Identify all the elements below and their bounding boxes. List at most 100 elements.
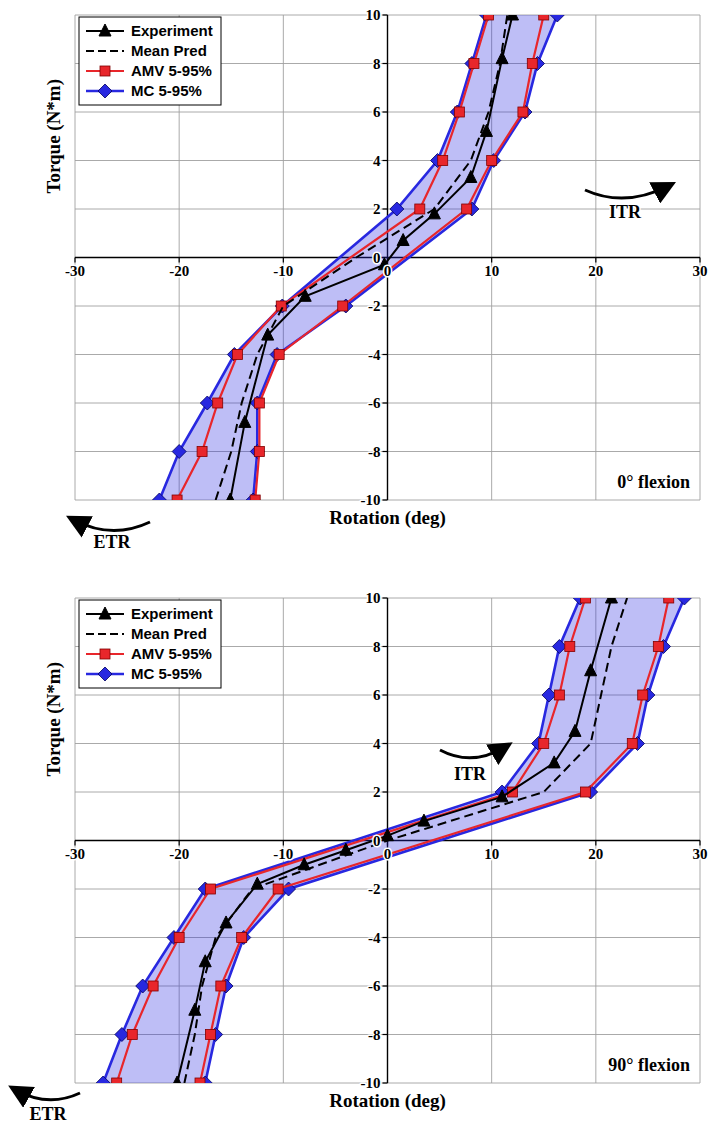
grid-line [491, 598, 492, 1083]
y-tick-label: 0 [373, 833, 381, 849]
marker [127, 1030, 137, 1040]
marker [580, 598, 590, 603]
x-tick-label: -10 [273, 263, 293, 279]
tick-labels: -30-20-100102030-10-8-6-4-20246810 [65, 590, 708, 1091]
annotation: ETR [29, 1104, 67, 1124]
y-tick-label: -2 [368, 881, 381, 897]
marker [469, 59, 479, 69]
legend-marker [99, 607, 111, 619]
y-tick-label: -10 [361, 1075, 381, 1091]
annotation: 90° flexion [608, 1055, 690, 1075]
marker [148, 981, 158, 991]
marker [213, 398, 223, 408]
y-axis-title: Torque (N*m) [43, 662, 65, 777]
x-tick-label: -30 [65, 846, 85, 862]
marker [171, 1076, 183, 1083]
marker [246, 493, 260, 500]
y-tick [383, 499, 388, 500]
y-tick [383, 1082, 388, 1083]
marker [199, 955, 211, 967]
marker [450, 105, 464, 119]
legend-label: Experiment [131, 22, 213, 39]
x-tick-label: 30 [693, 846, 708, 862]
marker [465, 57, 479, 71]
y-tick [383, 402, 388, 403]
y-tick [383, 791, 388, 792]
x-tick-label: 0 [384, 263, 392, 279]
bound-line [205, 598, 684, 1083]
grid-line [75, 15, 76, 500]
legend-label: AMV 5-95% [131, 62, 212, 79]
series-line [216, 15, 508, 500]
marker [507, 15, 519, 20]
x-tick-label: 10 [484, 846, 499, 862]
y-tick [383, 1034, 388, 1035]
legend-marker [98, 84, 112, 98]
marker [487, 156, 497, 166]
marker [136, 979, 150, 993]
rotation-arrow [74, 520, 150, 531]
rotation-arrow [16, 1090, 80, 1100]
marker [254, 447, 264, 457]
x-tick-label: 0 [384, 846, 392, 862]
y-tick [383, 354, 388, 355]
grid-line [75, 112, 700, 113]
marker [112, 1078, 122, 1083]
series-line [230, 15, 512, 500]
marker [496, 790, 508, 802]
marker [205, 884, 215, 894]
marker [174, 933, 184, 943]
marker [548, 756, 560, 768]
marker [518, 107, 528, 117]
marker [550, 15, 564, 22]
marker [605, 598, 617, 603]
marker [539, 15, 549, 20]
grid-line [75, 792, 700, 793]
marker [527, 59, 537, 69]
series [96, 598, 691, 1083]
y-tick-label: 2 [373, 784, 381, 800]
y-tick-label: -8 [368, 1027, 381, 1043]
marker [552, 640, 566, 654]
y-tick-label: 10 [366, 590, 381, 606]
bound-line [253, 15, 557, 500]
y-tick-label: -8 [368, 444, 381, 460]
marker [338, 301, 348, 311]
marker [298, 858, 310, 870]
marker [585, 664, 597, 676]
plot-area [96, 598, 691, 1083]
marker [200, 396, 214, 410]
series-line [184, 598, 627, 1083]
marker [220, 916, 232, 928]
marker [205, 1030, 215, 1040]
tick-labels: -30-20-100102030-10-8-6-4-20246810 [65, 7, 708, 508]
marker [96, 1076, 110, 1083]
grid [75, 598, 700, 1083]
y-tick-label: 6 [373, 687, 381, 703]
legend-marker [99, 24, 111, 36]
marker [382, 829, 394, 841]
grid-line [75, 354, 700, 355]
x-tick-label: -20 [169, 263, 189, 279]
marker [254, 398, 264, 408]
marker [569, 724, 581, 736]
legend-marker [100, 66, 110, 76]
marker [438, 156, 448, 166]
marker [428, 207, 440, 219]
marker [627, 739, 637, 749]
y-axis-title: Torque (N*m) [43, 79, 65, 194]
marker [251, 877, 263, 889]
axes [75, 598, 700, 1083]
series [224, 15, 518, 500]
legend-label: Mean Pred [131, 625, 207, 642]
marker [270, 348, 284, 362]
legend: ExperimentMean PredAMV 5-95%MC 5-95% [79, 17, 221, 105]
y-tick [383, 208, 388, 209]
marker [415, 204, 425, 214]
annotation: 0° flexion [617, 472, 690, 492]
legend-box [79, 600, 221, 688]
x-tick-label: 20 [588, 846, 603, 862]
y-tick-label: 6 [373, 104, 381, 120]
grid-line [700, 598, 701, 1083]
panel: -30-20-100102030-10-8-6-4-20246810Rotati… [16, 590, 708, 1124]
